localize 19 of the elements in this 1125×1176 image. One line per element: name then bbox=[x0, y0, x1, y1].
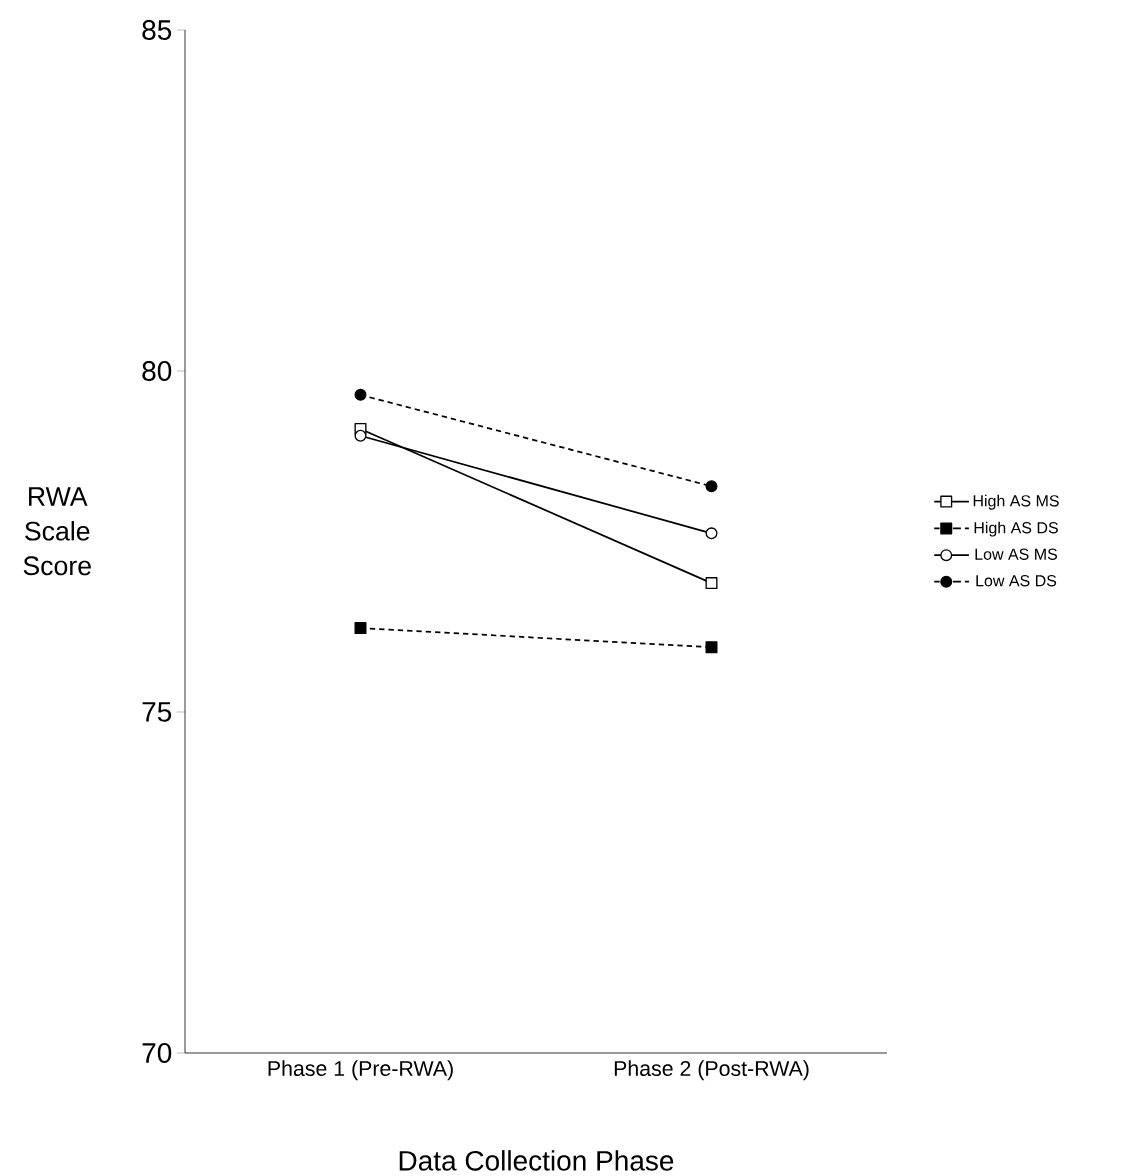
legend-label: Low AS MS bbox=[975, 548, 1058, 560]
point bbox=[354, 429, 367, 442]
point bbox=[705, 641, 718, 654]
x-tick-label: Phase 1 (Pre-RWA) bbox=[268, 1060, 453, 1081]
point bbox=[354, 388, 367, 401]
x-axis-title: Data Collection Phase bbox=[399, 1150, 674, 1171]
point bbox=[705, 527, 718, 540]
legend-label: High AS DS bbox=[974, 521, 1058, 537]
point bbox=[705, 577, 718, 590]
y-axis-title: RWA Scale Score bbox=[23, 487, 91, 576]
y-tick-label: 80 bbox=[142, 361, 172, 381]
y-tick-label: 75 bbox=[142, 702, 172, 722]
point bbox=[705, 480, 718, 493]
y-tick-label: 85 bbox=[142, 20, 172, 40]
legend-label: Low AS DS bbox=[976, 575, 1057, 587]
y-tick-label: 70 bbox=[142, 1043, 172, 1063]
point bbox=[354, 622, 367, 635]
legend-label: High AS MS bbox=[973, 494, 1059, 510]
x-tick-label: Phase 2 (Post-RWA) bbox=[614, 1060, 809, 1081]
